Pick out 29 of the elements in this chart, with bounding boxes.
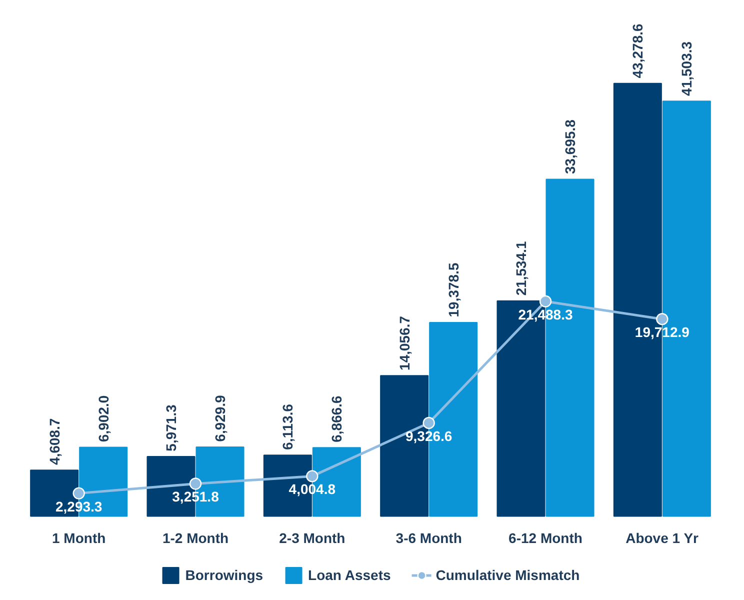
point: [656, 313, 668, 326]
data-label: 3,251.8: [172, 488, 220, 505]
data-label: 4,608.7: [46, 418, 62, 465]
data-label: 43,278.6: [630, 24, 646, 78]
data-label: 21,488.3: [518, 306, 573, 322]
data-label: 33,695.8: [562, 119, 578, 174]
data-label: 41,503.3: [678, 41, 695, 96]
legend-label: Cumulative Mismatch: [436, 567, 580, 583]
data-label: 21,534.1: [513, 240, 529, 296]
data-label: 6,113.6: [280, 404, 296, 450]
point: [422, 416, 435, 430]
point: [72, 487, 85, 500]
x-tick-label: 1 Month: [52, 530, 106, 546]
data-label: 14,056.7: [396, 316, 412, 370]
x-tick-label: 1-2 Month: [162, 530, 229, 546]
x-tick-label: 6-12 Month: [508, 530, 582, 546]
legend-label: Borrowings: [185, 567, 264, 583]
data-label: 6,902.0: [95, 395, 112, 442]
point: [306, 470, 318, 482]
x-tick-label: Above 1 Yr: [626, 530, 700, 546]
point: [189, 478, 202, 490]
x-tick-label: 2-3 Month: [279, 530, 346, 546]
x-tick-label: 3-6 Month: [396, 530, 462, 546]
legend-label: Loan Assets: [308, 567, 391, 583]
point: [539, 295, 552, 308]
data-label: 19,378.5: [445, 262, 462, 318]
data-label: 5,971.3: [163, 404, 179, 452]
data-label: 6,866.6: [328, 395, 345, 442]
data-label: 6,929.9: [212, 394, 228, 442]
